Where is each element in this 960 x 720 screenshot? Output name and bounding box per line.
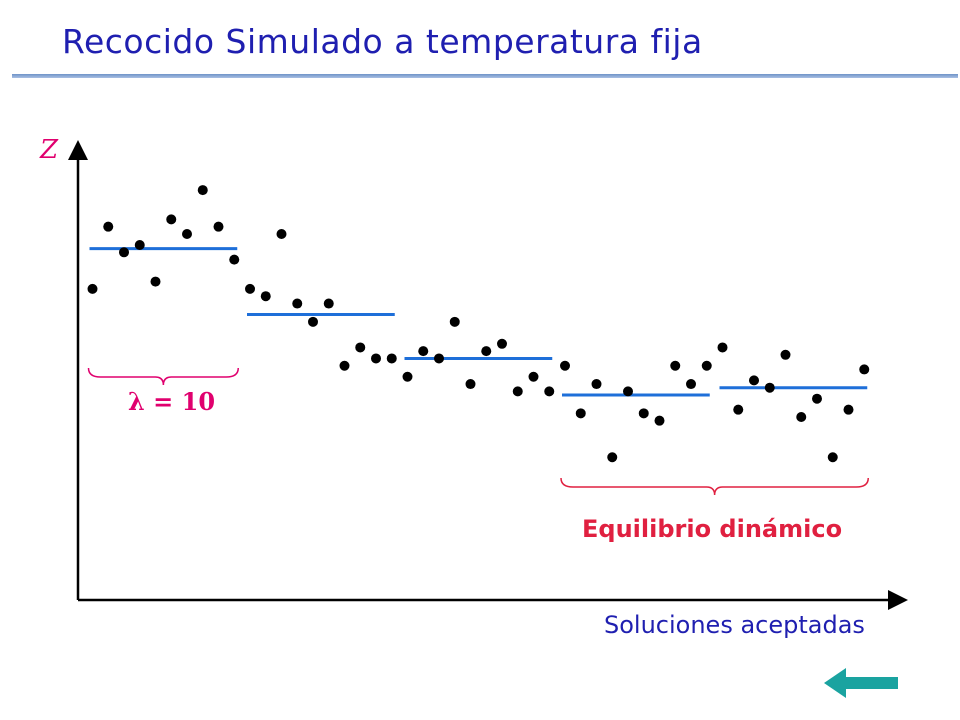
title-underline <box>12 74 958 78</box>
data-point-42 <box>733 404 744 415</box>
data-point-4 <box>134 239 145 250</box>
data-point-30 <box>544 386 555 397</box>
data-point-27 <box>497 338 507 349</box>
data-point-19 <box>371 353 381 364</box>
brackets-layer <box>87 367 869 496</box>
data-point-25 <box>465 379 476 390</box>
data-point-9 <box>213 221 224 232</box>
data-point-45 <box>780 349 791 360</box>
data-point-33 <box>591 379 602 390</box>
data-point-22 <box>418 346 429 357</box>
data-point-48 <box>827 452 838 463</box>
data-point-28 <box>512 386 523 397</box>
equilibrium-annotation: Equilibrio dinámico <box>582 515 843 543</box>
data-point-1 <box>87 283 98 294</box>
data-point-38 <box>670 360 681 371</box>
data-point-20 <box>386 353 397 364</box>
y-axis-label: Z <box>40 135 59 165</box>
left-arrow-icon[interactable] <box>824 668 898 698</box>
data-point-40 <box>701 360 712 371</box>
data-point-11 <box>245 283 255 294</box>
data-point-10 <box>229 254 240 265</box>
data-point-39 <box>686 379 696 390</box>
data-point-35 <box>623 386 633 397</box>
data-point-29 <box>528 371 539 382</box>
data-point-46 <box>796 412 807 422</box>
data-point-6 <box>166 214 177 225</box>
data-point-5 <box>150 276 161 287</box>
data-point-36 <box>638 408 649 419</box>
data-point-15 <box>308 316 318 327</box>
data-point-14 <box>292 298 303 309</box>
slide-title: Recocido Simulado a temperatura fija <box>62 22 703 61</box>
data-point-16 <box>323 298 334 309</box>
data-point-18 <box>355 342 366 353</box>
x-axis-label: Soluciones aceptadas <box>604 611 865 639</box>
data-point-13 <box>276 229 287 239</box>
data-point-49 <box>843 404 854 415</box>
data-point-8 <box>197 185 208 196</box>
data-point-12 <box>260 291 271 302</box>
data-point-47 <box>812 393 822 404</box>
data-point-24 <box>449 316 460 327</box>
data-point-41 <box>717 342 728 353</box>
data-point-37 <box>654 415 665 426</box>
data-point-17 <box>339 360 350 371</box>
data-point-23 <box>434 353 444 364</box>
data-point-32 <box>575 408 586 419</box>
data-point-26 <box>481 346 492 357</box>
data-point-43 <box>749 375 759 386</box>
lambda-annotation: λ = 10 <box>128 387 216 416</box>
brace-2 <box>560 477 869 496</box>
data-point-2 <box>103 221 114 232</box>
points-layer <box>87 185 870 463</box>
data-point-44 <box>764 382 775 393</box>
data-point-7 <box>182 229 192 239</box>
data-point-31 <box>560 360 570 371</box>
segments-layer <box>89 247 868 397</box>
data-point-34 <box>607 452 618 463</box>
data-point-50 <box>859 364 870 375</box>
data-point-3 <box>119 247 129 258</box>
data-point-21 <box>402 371 413 382</box>
brace-1 <box>87 367 239 386</box>
